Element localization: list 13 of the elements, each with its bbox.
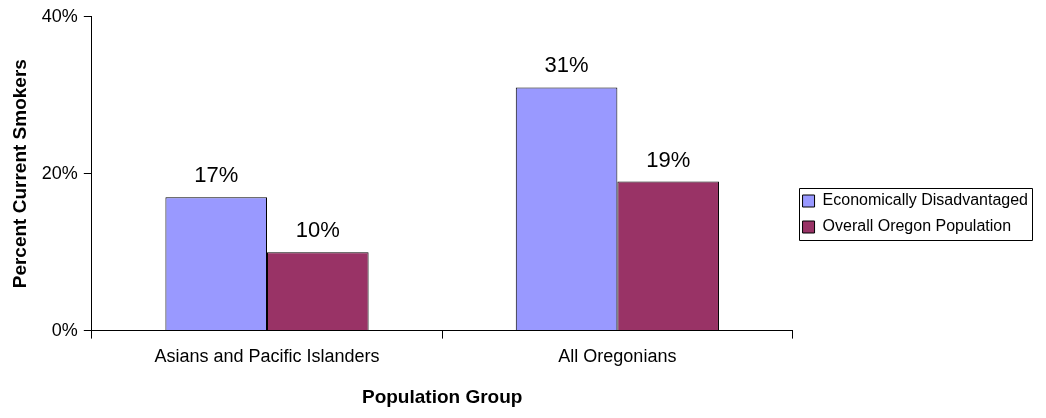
legend-label: Overall Oregon Population	[822, 217, 1012, 235]
data-label: 31%	[544, 52, 589, 78]
y-axis-title: Percent Current Smokers	[8, 59, 30, 289]
y-tick-label: 40%	[41, 5, 78, 26]
data-label: 10%	[295, 217, 340, 243]
data-label: 17%	[194, 162, 239, 188]
x-tick-label: All Oregonians	[558, 346, 677, 367]
x-axis-title: Population Group	[361, 385, 523, 407]
y-tick-label: 20%	[41, 162, 78, 183]
legend-label: Economically Disadvantaged	[822, 191, 1029, 209]
x-tick-label: Asians and Pacific Islanders	[154, 346, 380, 367]
y-tick-label: 0%	[51, 319, 78, 340]
data-label: 19%	[646, 146, 691, 172]
